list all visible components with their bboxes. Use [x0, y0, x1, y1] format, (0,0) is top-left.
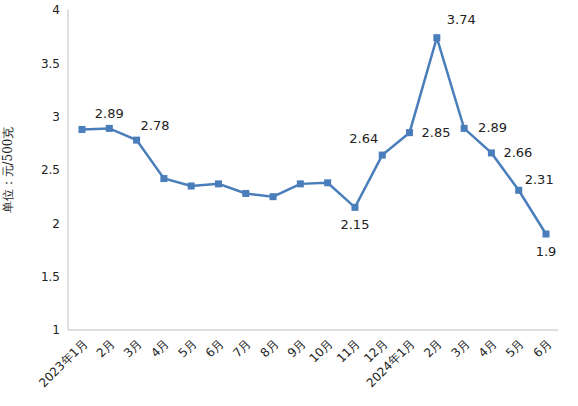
svg-text:5月: 5月 — [503, 336, 527, 360]
svg-text:2.78: 2.78 — [141, 118, 170, 133]
svg-text:4月: 4月 — [148, 336, 172, 360]
svg-text:6月: 6月 — [530, 336, 554, 360]
svg-text:3月: 3月 — [448, 336, 472, 360]
svg-text:2024年1月: 2024年1月 — [364, 336, 418, 390]
svg-text:2.31: 2.31 — [525, 172, 554, 187]
svg-text:3: 3 — [52, 110, 60, 124]
svg-text:3月: 3月 — [121, 336, 145, 360]
svg-text:4月: 4月 — [476, 336, 500, 360]
svg-text:10月: 10月 — [307, 336, 336, 365]
svg-text:2.15: 2.15 — [340, 217, 369, 232]
svg-text:3.74: 3.74 — [447, 12, 476, 27]
svg-text:11月: 11月 — [334, 336, 363, 365]
svg-text:1.5: 1.5 — [41, 270, 60, 284]
svg-text:2月: 2月 — [421, 336, 445, 360]
svg-text:单位：元/500克: 单位：元/500克 — [8, 127, 15, 214]
svg-text:2.89: 2.89 — [478, 120, 507, 135]
svg-text:12月: 12月 — [361, 336, 391, 366]
svg-text:2.66: 2.66 — [503, 145, 532, 160]
svg-text:8月: 8月 — [257, 336, 281, 360]
svg-text:2.89: 2.89 — [95, 106, 124, 121]
svg-text:2023年1月: 2023年1月 — [36, 336, 90, 390]
svg-text:2.85: 2.85 — [422, 125, 451, 140]
svg-text:7月: 7月 — [230, 336, 254, 360]
svg-text:9月: 9月 — [285, 336, 309, 360]
svg-text:2.5: 2.5 — [41, 163, 60, 177]
svg-text:2月: 2月 — [94, 336, 118, 360]
svg-text:5月: 5月 — [176, 336, 200, 360]
svg-text:3.5: 3.5 — [41, 57, 60, 71]
svg-text:4: 4 — [52, 3, 60, 17]
svg-text:2: 2 — [52, 217, 60, 231]
svg-text:1: 1 — [52, 323, 60, 337]
svg-text:6月: 6月 — [203, 336, 227, 360]
svg-text:2.64: 2.64 — [349, 131, 378, 146]
svg-text:1.9: 1.9 — [536, 244, 557, 259]
